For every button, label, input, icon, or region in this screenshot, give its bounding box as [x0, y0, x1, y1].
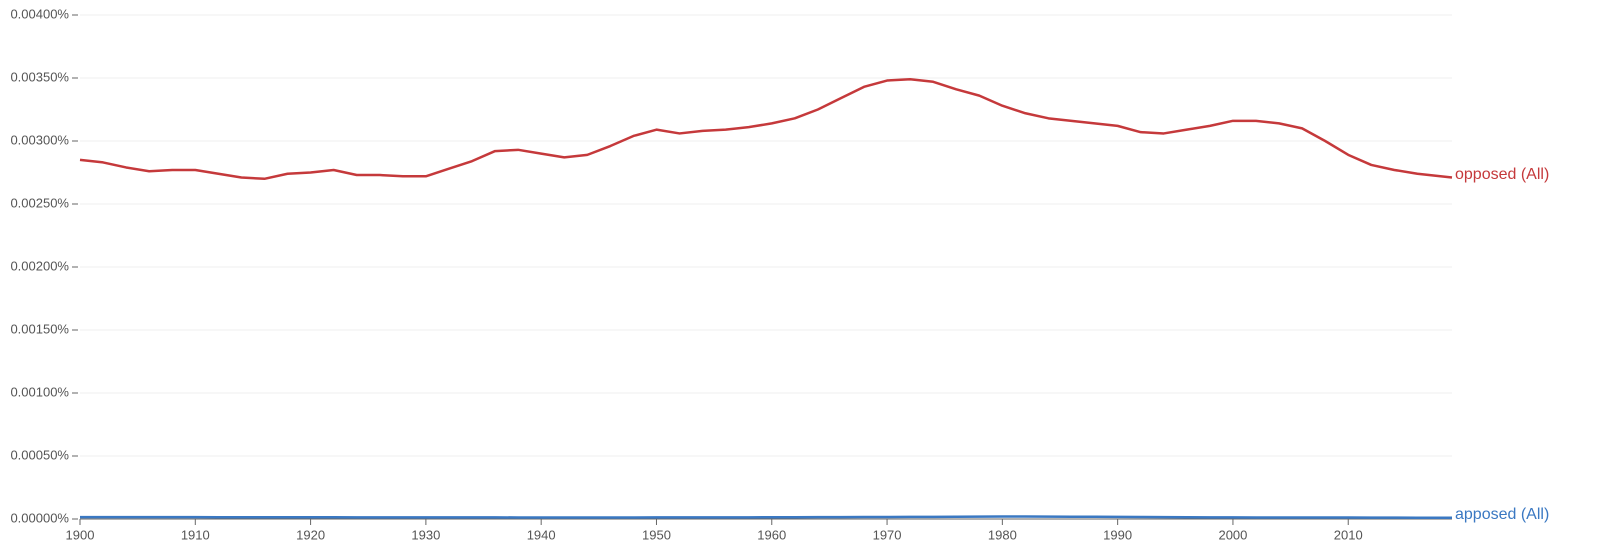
y-tick-label: 0.00100%	[10, 384, 69, 399]
series-line	[79, 78, 1453, 181]
x-tick-label: 1920	[296, 527, 325, 542]
y-tick-label: 0.00300%	[10, 132, 69, 147]
x-tick-label: 1940	[527, 527, 556, 542]
y-tick-label: 0.00000%	[10, 510, 69, 525]
x-tick-label: 1950	[642, 527, 671, 542]
series-label: opposed (All)	[1455, 166, 1549, 183]
x-tick-label: 1980	[988, 527, 1017, 542]
x-tick-label: 2010	[1334, 527, 1363, 542]
y-tick-label: 0.00350%	[10, 69, 69, 84]
x-tick-label: 2000	[1218, 527, 1247, 542]
y-tick-label: 0.00400%	[10, 6, 69, 21]
x-tick-label: 1900	[66, 527, 95, 542]
y-tick-label: 0.00150%	[10, 321, 69, 336]
x-tick-label: 1970	[873, 527, 902, 542]
x-tick-label: 1930	[411, 527, 440, 542]
y-tick-label: 0.00050%	[10, 447, 69, 462]
x-tick-label: 1960	[757, 527, 786, 542]
x-tick-label: 1990	[1103, 527, 1132, 542]
y-tick-label: 0.00200%	[10, 258, 69, 273]
series-label: apposed (All)	[1455, 506, 1549, 523]
x-tick-label: 1910	[181, 527, 210, 542]
series-line	[80, 515, 1452, 519]
y-tick-label: 0.00250%	[10, 195, 69, 210]
